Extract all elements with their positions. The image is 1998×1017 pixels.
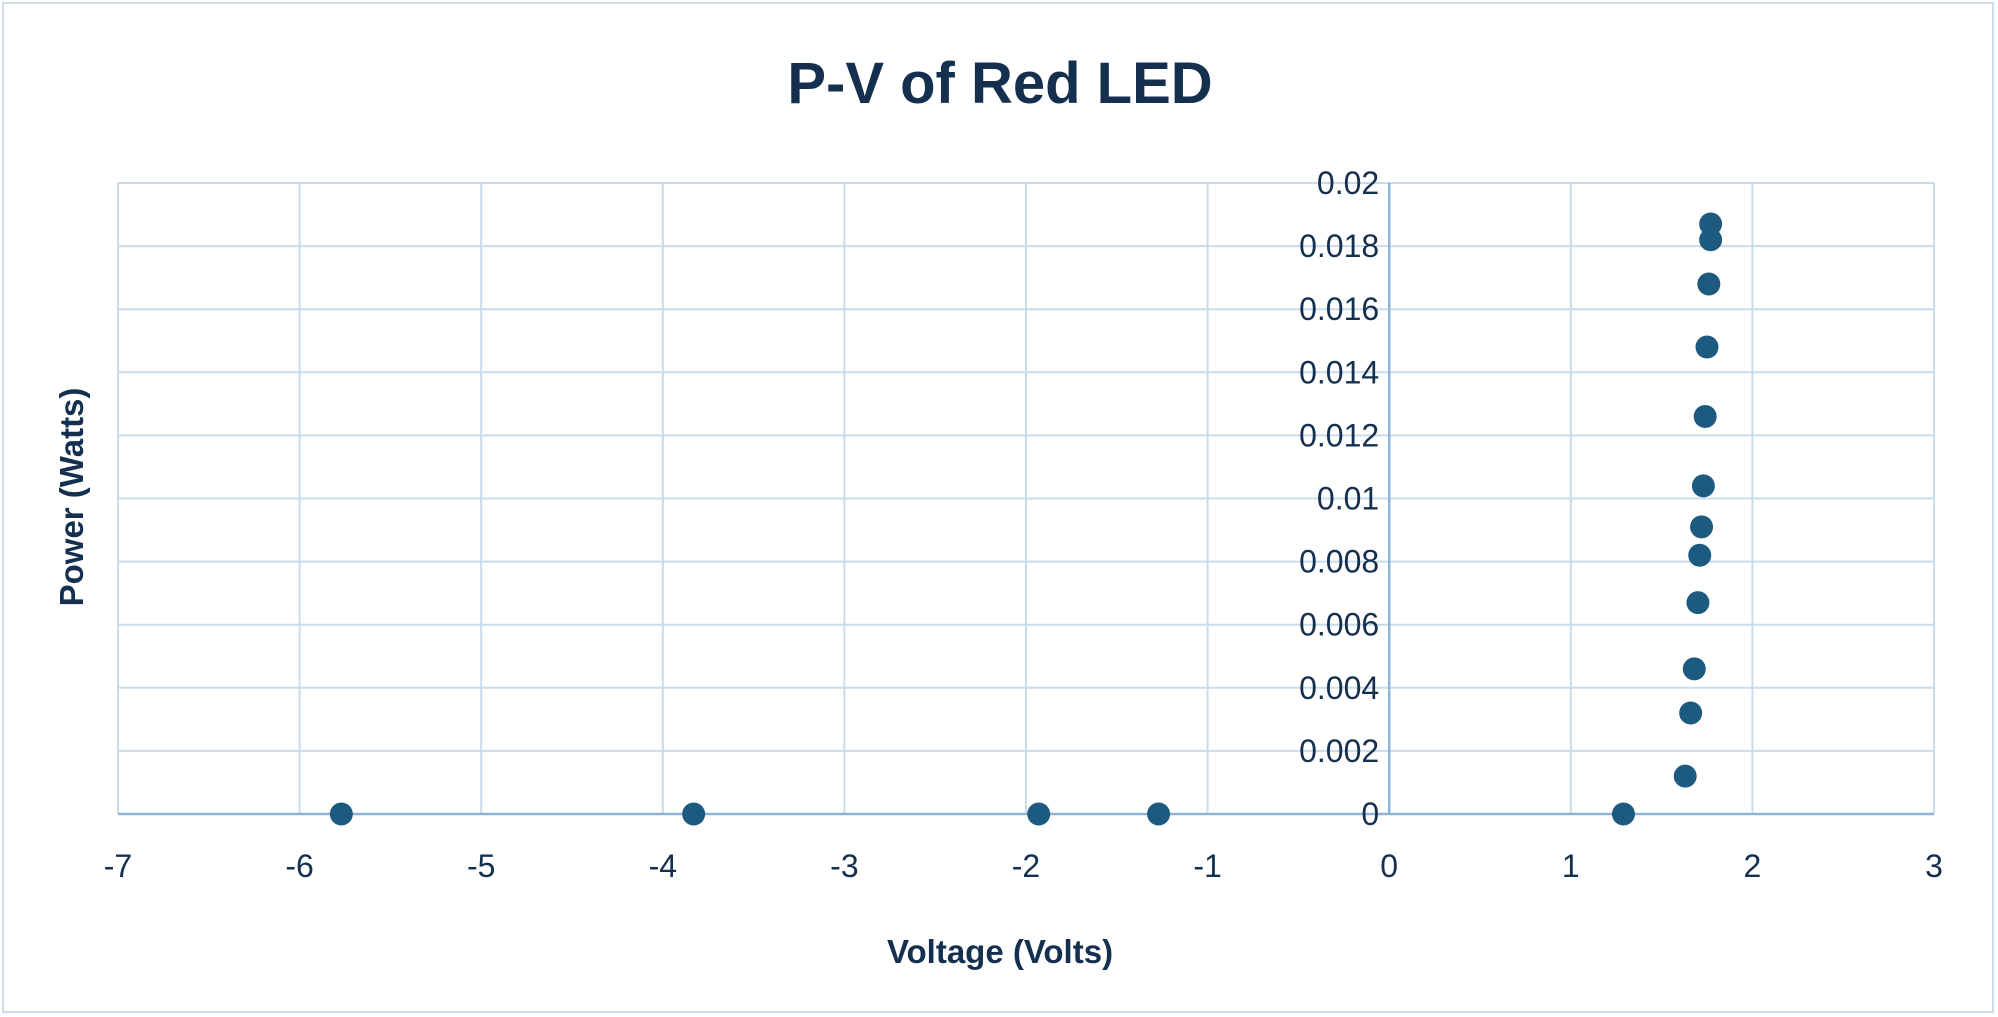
- data-point: [1673, 764, 1697, 788]
- data-point: [1147, 802, 1171, 826]
- y-tick-label: 0.016: [1299, 291, 1379, 327]
- x-tick-label: 2: [1744, 848, 1762, 884]
- data-point: [1695, 335, 1719, 359]
- y-tick-label: 0.002: [1299, 733, 1379, 769]
- x-tick-label: -6: [285, 848, 313, 884]
- data-point: [1699, 228, 1723, 252]
- y-tick-label: 0.018: [1299, 228, 1379, 264]
- x-tick-label: 0: [1380, 848, 1398, 884]
- x-tick-label: 1: [1562, 848, 1580, 884]
- data-point: [1688, 543, 1712, 567]
- y-tick-label: 0.012: [1299, 417, 1379, 453]
- x-tick-label: -3: [830, 848, 858, 884]
- x-tick-label: -5: [467, 848, 495, 884]
- data-point: [1693, 404, 1717, 428]
- data-point: [1690, 515, 1714, 539]
- x-tick-label: 3: [1925, 848, 1943, 884]
- x-tick-label: -1: [1193, 848, 1221, 884]
- y-tick-label: 0.004: [1299, 670, 1379, 706]
- data-point: [1691, 474, 1715, 498]
- data-point: [1027, 802, 1051, 826]
- x-tick-label: -7: [104, 848, 132, 884]
- y-tick-label: 0: [1361, 796, 1379, 832]
- gridlines: [117, 182, 1935, 815]
- data-point: [1679, 701, 1703, 725]
- y-tick-label: 0.006: [1299, 607, 1379, 643]
- data-point: [682, 802, 706, 826]
- data-point: [1697, 272, 1721, 296]
- data-point: [1682, 657, 1706, 681]
- chart-title: P-V of Red LED: [787, 51, 1212, 116]
- x-tick-labels: -7 -6 -5 -4 -3 -2 -1 0 1 2 3: [104, 848, 1943, 884]
- x-tick-label: -2: [1012, 848, 1040, 884]
- x-tick-label: -4: [649, 848, 677, 884]
- x-axis-title: Voltage (Volts): [887, 933, 1113, 970]
- data-point: [1611, 802, 1635, 826]
- y-tick-label: 0.008: [1299, 544, 1379, 580]
- data-point: [1686, 591, 1710, 615]
- y-tick-label: 0.02: [1317, 165, 1379, 201]
- data-points: [329, 212, 1723, 826]
- y-tick-label: 0.01: [1317, 481, 1379, 517]
- data-point: [329, 802, 353, 826]
- y-tick-label: 0.014: [1299, 354, 1379, 390]
- data-point: [1699, 212, 1723, 236]
- y-tick-labels: 0 0.002 0.004 0.006 0.008 0.01 0.012 0.014 0.016…: [1299, 165, 1379, 832]
- y-axis-title: Power (Watts): [53, 388, 90, 607]
